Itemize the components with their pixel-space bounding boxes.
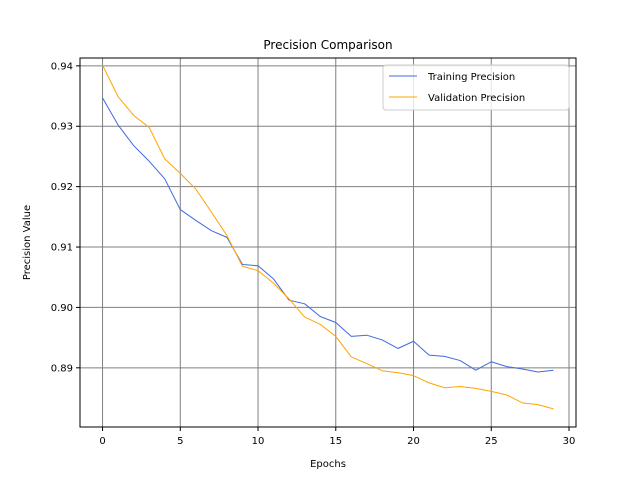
legend-box: [382, 64, 570, 111]
x-tick-label: 10: [252, 436, 265, 447]
legend-label-validation: Validation Precision: [428, 93, 525, 104]
y-tick-label: 0.93: [51, 122, 73, 133]
legend: Training Precision Validation Precision: [382, 64, 570, 111]
training-precision-line: [102, 97, 554, 373]
axis-ticks: 0 5 10 15 20 25 30 0.89 0.90 0.91 0.92 0.93 0.94: [51, 61, 576, 447]
x-tick-label: 25: [485, 436, 498, 447]
y-tick-label: 0.90: [51, 303, 73, 314]
x-tick-label: 5: [177, 436, 183, 447]
grid-lines: [80, 58, 576, 427]
legend-label-training: Training Precision: [427, 72, 515, 83]
plot-frame: [79, 57, 577, 428]
x-tick-label: 15: [329, 436, 342, 447]
y-tick-label: 0.89: [51, 363, 73, 374]
chart-title: Precision Comparison: [263, 38, 392, 52]
y-tick-label: 0.92: [51, 182, 73, 193]
x-axis-title: Epochs: [310, 459, 346, 470]
x-tick-label: 30: [563, 436, 576, 447]
plot-area: [80, 58, 576, 427]
y-axis-title: Precision Value: [22, 205, 33, 280]
y-tick-label: 0.91: [51, 243, 73, 254]
validation-precision-line: [102, 65, 554, 410]
y-tick-label: 0.94: [51, 61, 73, 72]
series-lines: [102, 65, 554, 410]
x-tick-label: 20: [407, 436, 420, 447]
x-tick-label: 0: [99, 436, 105, 447]
